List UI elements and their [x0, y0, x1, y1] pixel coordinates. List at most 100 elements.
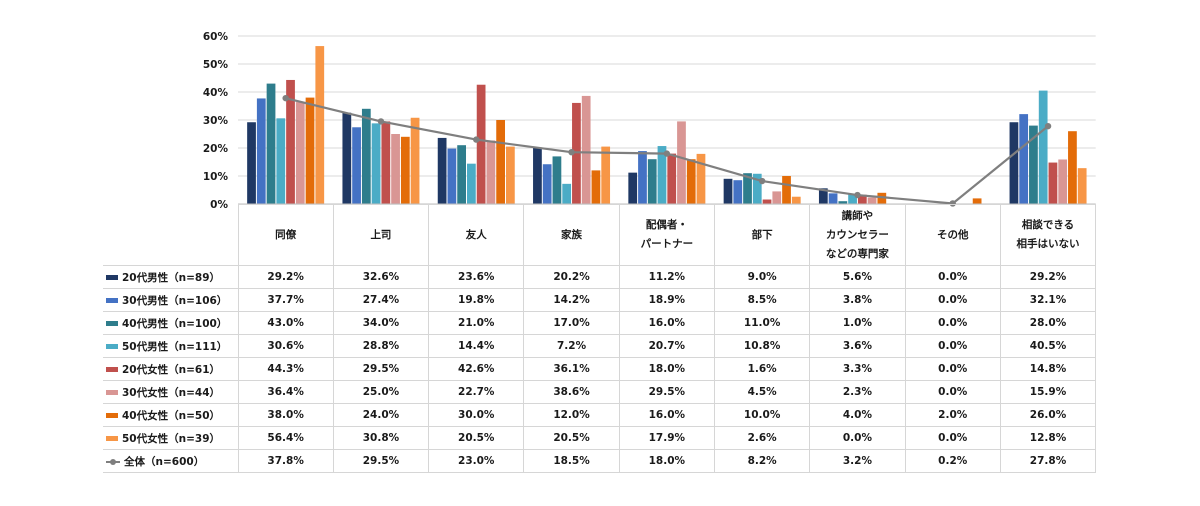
- value-cell: 16.0%: [618, 311, 715, 335]
- bar: [467, 163, 476, 204]
- bar: [743, 173, 752, 204]
- category-label: 同僚: [237, 204, 334, 266]
- total-point: [854, 191, 861, 199]
- bar: [1009, 122, 1019, 204]
- legend-label: 全体（n=600）: [124, 455, 205, 468]
- y-tick-label: 30%: [203, 115, 229, 127]
- bar: [818, 188, 828, 204]
- value-cell: 22.7%: [428, 380, 525, 404]
- bar: [447, 148, 457, 204]
- legend-entry: 50代男性（n=111）: [103, 334, 239, 358]
- bar: [533, 147, 542, 204]
- bar: [782, 176, 791, 204]
- value-cell: 14.8%: [999, 357, 1097, 381]
- bar: [1068, 131, 1077, 204]
- table-row: 40代女性（n=50） 38.0% 24.0% 30.0% 12.0% 16.0% 10.0…: [103, 403, 1097, 427]
- bar: [638, 151, 647, 204]
- legend-label: 50代女性（n=39）: [122, 432, 220, 445]
- value-cell: 44.3%: [237, 357, 334, 381]
- bar: [361, 108, 371, 204]
- total-point: [473, 136, 480, 143]
- bar: [972, 198, 982, 204]
- bar: [667, 153, 677, 204]
- value-cell: 3.2%: [809, 449, 906, 473]
- value-cell: 20.5%: [428, 426, 525, 450]
- bar: [315, 46, 325, 204]
- y-tick-label: 10%: [203, 171, 229, 183]
- bar: [1048, 162, 1058, 204]
- value-cell: 29.5%: [332, 449, 430, 473]
- value-cell: 14.2%: [523, 288, 620, 312]
- value-cell: 1.0%: [809, 311, 906, 335]
- value-cell: 30.8%: [332, 426, 430, 450]
- value-cell: 37.8%: [237, 449, 334, 473]
- bar: [857, 194, 867, 204]
- bar: [371, 123, 381, 204]
- total-point: [568, 149, 575, 156]
- bar: [476, 84, 486, 204]
- value-cell: 7.2%: [523, 334, 620, 358]
- bar: [562, 183, 572, 204]
- table-row: 全体（n=600） 37.8% 29.5% 23.0% 18.5% 18.0% 8.2% 3.…: [103, 449, 1097, 473]
- table-row: 50代男性（n=111） 30.6% 28.8% 14.4% 7.2% 20.7% 10.8…: [103, 334, 1097, 358]
- value-cell: 32.6%: [332, 265, 430, 289]
- value-cell: 19.8%: [428, 288, 525, 312]
- bar: [286, 79, 295, 204]
- value-cell: 0.0%: [904, 311, 1001, 335]
- total-point: [377, 118, 385, 125]
- value-cell: 21.0%: [428, 311, 525, 335]
- bar: [772, 191, 782, 204]
- value-cell: 30.0%: [428, 403, 525, 427]
- total-point: [282, 94, 289, 102]
- value-cell: 17.0%: [523, 311, 620, 335]
- bar: [1019, 114, 1029, 204]
- value-cell: 36.4%: [237, 380, 334, 404]
- legend-entry: 50代女性（n=39）: [103, 426, 239, 450]
- bar: [457, 145, 466, 204]
- value-cell: 0.0%: [904, 380, 1001, 404]
- value-cell: 40.5%: [999, 334, 1097, 358]
- value-cell: 29.2%: [999, 265, 1097, 289]
- bar: [877, 192, 887, 204]
- value-cell: 3.3%: [809, 357, 906, 381]
- bar: [552, 156, 562, 204]
- total-point: [663, 150, 671, 157]
- table-row: 30代女性（n=44） 36.4% 25.0% 22.7% 38.6% 29.5% 4.5%…: [103, 380, 1097, 404]
- bar: [752, 173, 762, 204]
- value-cell: 16.0%: [618, 403, 715, 427]
- bar: [352, 127, 361, 204]
- y-tick-label: 50%: [203, 59, 229, 71]
- legend-entry: 30代男性（n=106）: [103, 288, 239, 312]
- value-cell: 2.3%: [809, 380, 906, 404]
- bar: [1038, 90, 1048, 204]
- value-cell: 4.5%: [713, 380, 811, 404]
- table-row: 30代男性（n=106） 37.7% 27.4% 19.8% 14.2% 18.9% 8.5…: [103, 288, 1097, 312]
- value-cell: 2.6%: [713, 426, 811, 450]
- y-tick-label: 40%: [203, 87, 229, 99]
- bar: [400, 136, 410, 204]
- table-row: 40代男性（n=100） 43.0% 34.0% 21.0% 17.0% 16.0% 11.…: [103, 311, 1097, 335]
- legend-entry: 20代男性（n=89）: [103, 265, 239, 289]
- bar: [733, 180, 743, 204]
- legend-swatch: [106, 344, 118, 349]
- value-cell: 27.4%: [332, 288, 430, 312]
- value-cell: 20.5%: [523, 426, 620, 450]
- value-cell: 0.0%: [904, 334, 1001, 358]
- bar: [391, 134, 400, 204]
- bar: [828, 193, 838, 204]
- bar: [591, 170, 601, 204]
- value-cell: 0.0%: [904, 426, 1001, 450]
- legend-label: 40代男性（n=100）: [122, 317, 228, 330]
- legend-swatch: [106, 367, 118, 372]
- value-cell: 38.0%: [237, 403, 334, 427]
- legend-entry: 20代女性（n=61）: [103, 357, 239, 381]
- legend-swatch: [106, 458, 120, 466]
- value-cell: 18.0%: [618, 357, 715, 381]
- value-cell: 12.0%: [523, 403, 620, 427]
- legend-label: 40代女性（n=50）: [122, 409, 220, 422]
- value-cell: 29.5%: [618, 380, 715, 404]
- value-cell: 20.2%: [523, 265, 620, 289]
- bar: [342, 112, 352, 204]
- value-cell: 15.9%: [999, 380, 1097, 404]
- bar: [496, 120, 505, 204]
